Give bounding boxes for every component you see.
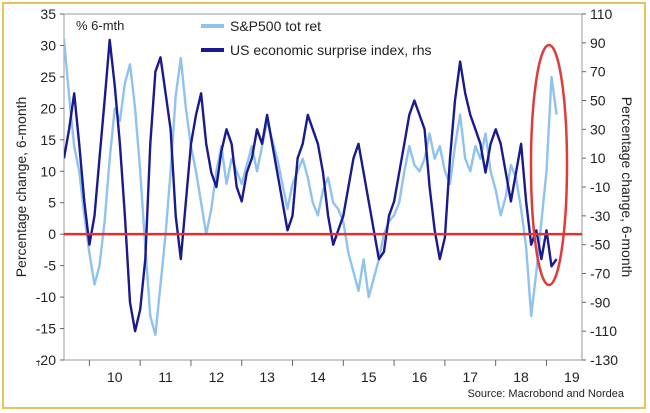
right-tick-label: 10 <box>590 150 606 166</box>
x-tick-label: 11 <box>158 369 173 385</box>
x-tick-label: 10 <box>107 369 123 385</box>
left-tick-label: 10 <box>40 163 56 179</box>
series-group <box>64 38 558 336</box>
legend-label-surprise: US economic surprise index, rhs <box>230 42 432 58</box>
right-tick-label: 50 <box>590 93 606 109</box>
right-tick-label: -30 <box>590 208 610 224</box>
left-tick-label: 5 <box>48 195 56 211</box>
chart-frame: -20 -15 -10 -5 0 5 10 15 20 25 30 35 -130 -110 -90 -70… <box>2 2 646 409</box>
right-tick-label: 70 <box>590 64 606 80</box>
right-tick-label: -130 <box>590 352 618 368</box>
right-tick-label: -70 <box>590 266 610 282</box>
right-axis-label: Percentage change, 6-month <box>619 97 635 278</box>
left-tick-label: 35 <box>40 6 56 22</box>
left-y-axis: -20 -15 -10 -5 0 5 10 15 20 25 30 35 <box>36 6 64 368</box>
right-y-axis: -130 -110 -90 -70 -50 -30 -10 10 30 50 70 90 110 <box>582 6 618 368</box>
x-tick-label: 12 <box>209 369 225 385</box>
left-tick-label: -20 <box>36 352 56 368</box>
right-tick-label: -110 <box>590 323 617 339</box>
x-tick-label: 16 <box>412 369 428 385</box>
left-tick-label: -5 <box>44 258 57 274</box>
left-tick-label: -10 <box>36 289 56 305</box>
chart-title: % 6-mth <box>76 18 124 33</box>
x-tick-label: 19 <box>564 369 580 385</box>
right-tick-label: 110 <box>590 6 613 22</box>
left-tick-label: 25 <box>40 69 56 85</box>
x-tick-label: 14 <box>310 369 326 385</box>
highlight-ellipse <box>529 43 569 287</box>
right-tick-label: -50 <box>590 237 610 253</box>
left-tick-label: 0 <box>48 226 56 242</box>
left-tick-label: -15 <box>36 321 56 337</box>
source-note: Source: Macrobond and Nordea <box>467 388 624 400</box>
left-axis-label: Percentage change, 6-month <box>13 97 29 278</box>
left-tick-label: 30 <box>40 37 56 53</box>
right-tick-label: -90 <box>590 294 610 310</box>
x-tick-label: 18 <box>513 369 529 385</box>
x-tick-label: 17 <box>462 369 478 385</box>
x-tick-label: 15 <box>361 369 377 385</box>
x-tick-label: 13 <box>259 369 275 385</box>
left-tick-label: 20 <box>40 100 56 116</box>
legend-label-sp500: S&P500 tot ret <box>230 18 321 34</box>
series-line-surprise <box>64 38 558 333</box>
right-tick-label: 30 <box>590 121 606 137</box>
x-axis: 10 11 12 13 14 15 16 17 18 19 <box>38 360 580 385</box>
right-tick-label: 90 <box>590 35 606 51</box>
left-tick-label: 15 <box>40 132 56 148</box>
right-tick-label: -10 <box>590 179 610 195</box>
